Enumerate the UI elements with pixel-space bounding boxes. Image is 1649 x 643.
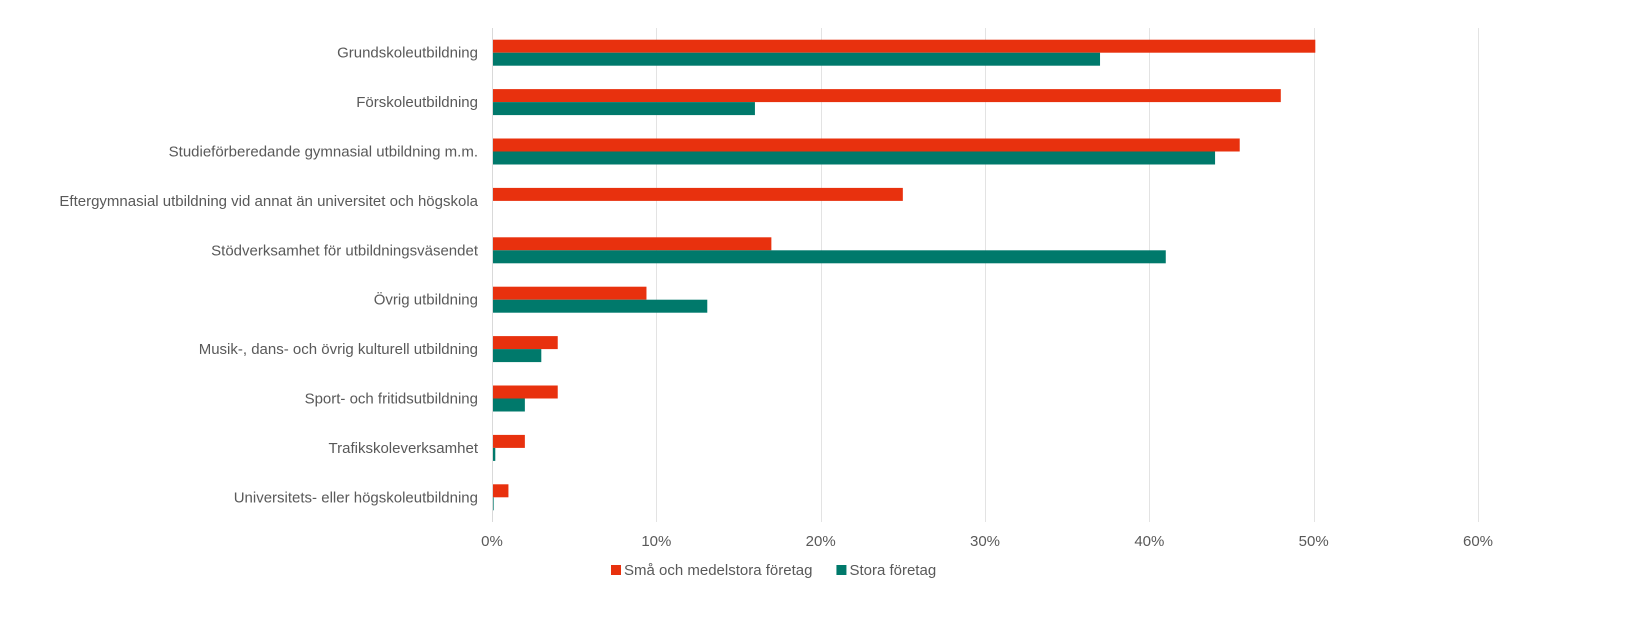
- category-label: Eftergymnasial utbildning vid annat än u…: [59, 193, 478, 210]
- bar-large: [492, 398, 525, 412]
- legend: Små och medelstora företag Stora företag: [611, 562, 936, 579]
- x-tick-label: 40%: [1134, 533, 1164, 550]
- bar-sme: [492, 39, 1316, 53]
- bar-sme: [492, 138, 1240, 152]
- category-label: Förskoleutbildning: [356, 94, 478, 111]
- bar-large: [492, 151, 1216, 165]
- bar-sme: [492, 187, 903, 201]
- bar-large: [492, 52, 1101, 66]
- category-label: Grundskoleutbildning: [337, 45, 478, 62]
- x-tick-label: 20%: [806, 533, 836, 550]
- bar-sme: [492, 434, 525, 448]
- bar-sme: [492, 286, 647, 300]
- bars: [492, 39, 1316, 511]
- category-label: Universitets- eller högskoleutbildning: [234, 489, 478, 506]
- x-tick-label: 50%: [1299, 533, 1329, 550]
- bar-large: [492, 102, 755, 116]
- category-label: Övrig utbildning: [374, 291, 478, 309]
- x-tick-label: 60%: [1463, 533, 1493, 550]
- bar-large: [492, 447, 496, 461]
- gridlines: [656, 28, 1479, 522]
- category-label: Sport- och fritidsutbildning: [305, 391, 478, 408]
- x-tick-label: 30%: [970, 533, 1000, 550]
- category-label: Stödverksamhet för utbildningsväsendet: [211, 242, 479, 259]
- bar-sme: [492, 484, 509, 498]
- category-label: Musik-, dans- och övrig kulturell utbild…: [199, 341, 478, 358]
- x-tick-label: 10%: [641, 533, 671, 550]
- category-label: Trafikskoleverksamhet: [329, 440, 479, 457]
- bar-sme: [492, 89, 1281, 103]
- legend-swatch-large: [836, 565, 847, 575]
- bar-large: [492, 299, 708, 313]
- bar-large: [492, 250, 1166, 264]
- x-tick-labels: 0% 10% 20% 30% 40% 50% 60%: [481, 533, 1493, 550]
- x-tick-label: 0%: [481, 533, 503, 550]
- bar-sme: [492, 237, 772, 251]
- category-label: Studieförberedande gymnasial utbildning …: [169, 144, 478, 161]
- legend-label-sme: Små och medelstora företag: [624, 562, 812, 579]
- category-labels: Grundskoleutbildning Förskoleutbildning St…: [59, 45, 478, 507]
- bar-large: [492, 349, 542, 363]
- legend-swatch-sme: [611, 565, 621, 575]
- bar-sme: [492, 385, 558, 399]
- legend-label-large: Stora företag: [849, 562, 936, 579]
- bar-sme: [492, 336, 558, 350]
